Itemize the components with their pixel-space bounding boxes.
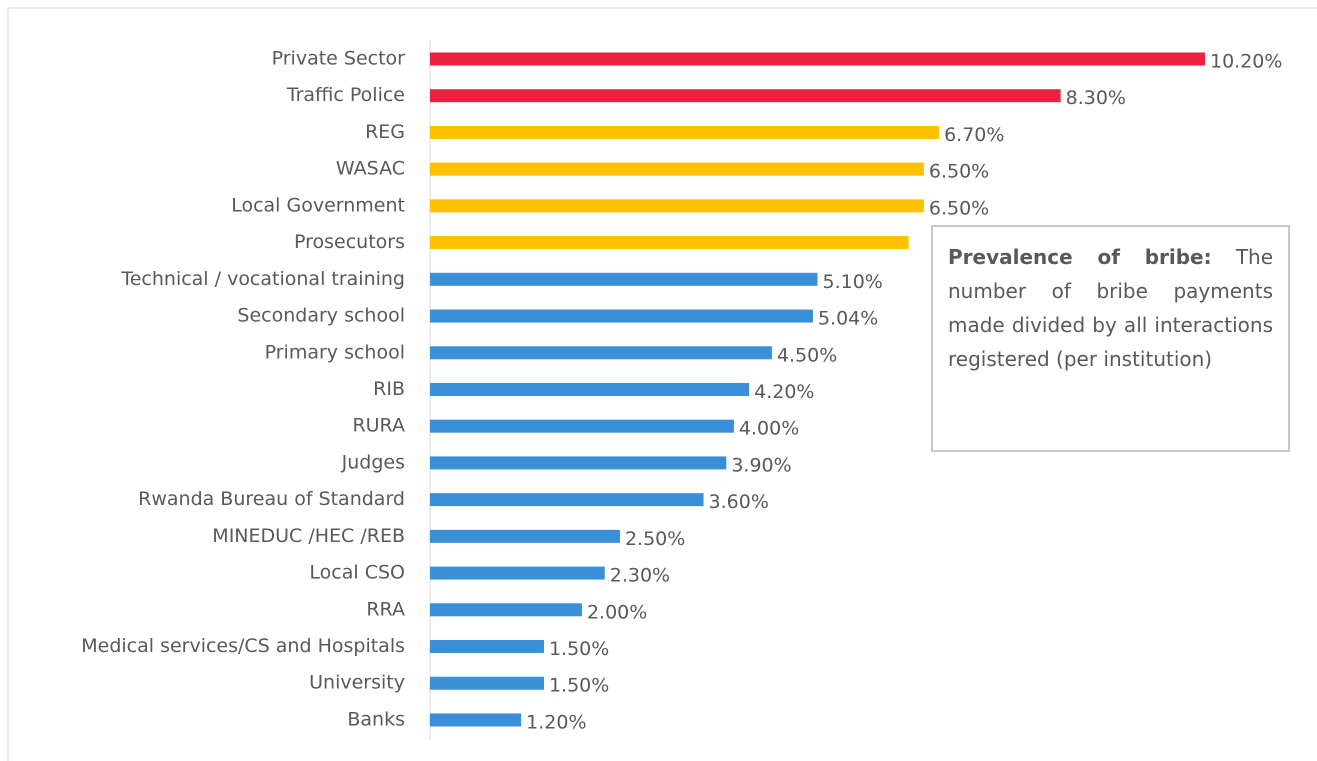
data-label: 10.20% — [1210, 51, 1282, 73]
bar — [430, 382, 750, 396]
y-tick-label: Medical services/CS and Hospitals — [81, 635, 405, 657]
annotation-box: Prevalence of bribe: The number of bribe… — [931, 225, 1290, 452]
data-label: 1.50% — [549, 675, 609, 697]
bar — [430, 125, 940, 139]
data-label: 3.90% — [731, 454, 791, 476]
data-label: 3.60% — [709, 491, 769, 513]
data-label: 5.10% — [823, 271, 883, 293]
data-label: 6.50% — [929, 197, 989, 219]
y-tick-label: REG — [365, 121, 405, 143]
data-label: 4.50% — [777, 344, 837, 366]
y-tick-label: RURA — [352, 415, 405, 437]
y-tick-label: Local Government — [231, 194, 405, 216]
y-tick-label: WASAC — [336, 158, 405, 180]
data-label: 4.00% — [739, 418, 799, 440]
data-label: 2.30% — [610, 565, 670, 587]
bar — [430, 640, 544, 654]
data-label: 4.20% — [754, 381, 814, 403]
y-tick-label: Private Sector — [272, 48, 406, 70]
bar — [430, 89, 1061, 103]
data-label: 2.50% — [625, 528, 685, 550]
y-tick-label: University — [309, 672, 405, 694]
bar — [430, 162, 924, 176]
data-label: 6.70% — [944, 124, 1004, 146]
y-tick-label: Prosecutors — [294, 231, 405, 253]
y-tick-label: RIB — [373, 378, 405, 400]
bar — [430, 309, 813, 323]
bar — [430, 676, 544, 690]
bar — [430, 52, 1205, 66]
bar — [430, 419, 734, 433]
data-label: 8.30% — [1066, 87, 1126, 109]
y-tick-label: Local CSO — [309, 562, 405, 584]
bar — [430, 603, 582, 617]
bar — [430, 272, 818, 286]
y-tick-label: Rwanda Bureau of Standard — [138, 488, 405, 510]
bar — [430, 529, 620, 543]
bar — [430, 346, 772, 360]
y-tick-label: Traffic Police — [286, 84, 405, 106]
bar — [430, 713, 522, 727]
y-tick-label: Primary school — [265, 341, 405, 363]
data-label: 1.20% — [526, 711, 586, 733]
bar — [430, 493, 704, 507]
data-label: 2.00% — [587, 601, 647, 623]
bar — [430, 236, 909, 250]
data-label: 6.50% — [929, 161, 989, 183]
data-label: 1.50% — [549, 638, 609, 660]
bar — [430, 199, 924, 213]
bar — [430, 566, 605, 580]
data-label: 5.04% — [818, 308, 878, 330]
annotation-text: The number of bribe payments made divide… — [948, 245, 1274, 371]
y-tick-label: RRA — [366, 598, 405, 620]
y-tick-label: MINEDUC /HEC /REB — [212, 525, 405, 547]
annotation-title: Prevalence of bribe: — [948, 245, 1212, 269]
chart-border — [7, 7, 1317, 761]
y-tick-label: Banks — [347, 708, 405, 730]
y-tick-label: Technical / vocational training — [120, 268, 405, 290]
bar — [430, 456, 727, 470]
y-tick-label: Judges — [341, 451, 405, 473]
y-tick-label: Secondary school — [237, 305, 405, 327]
